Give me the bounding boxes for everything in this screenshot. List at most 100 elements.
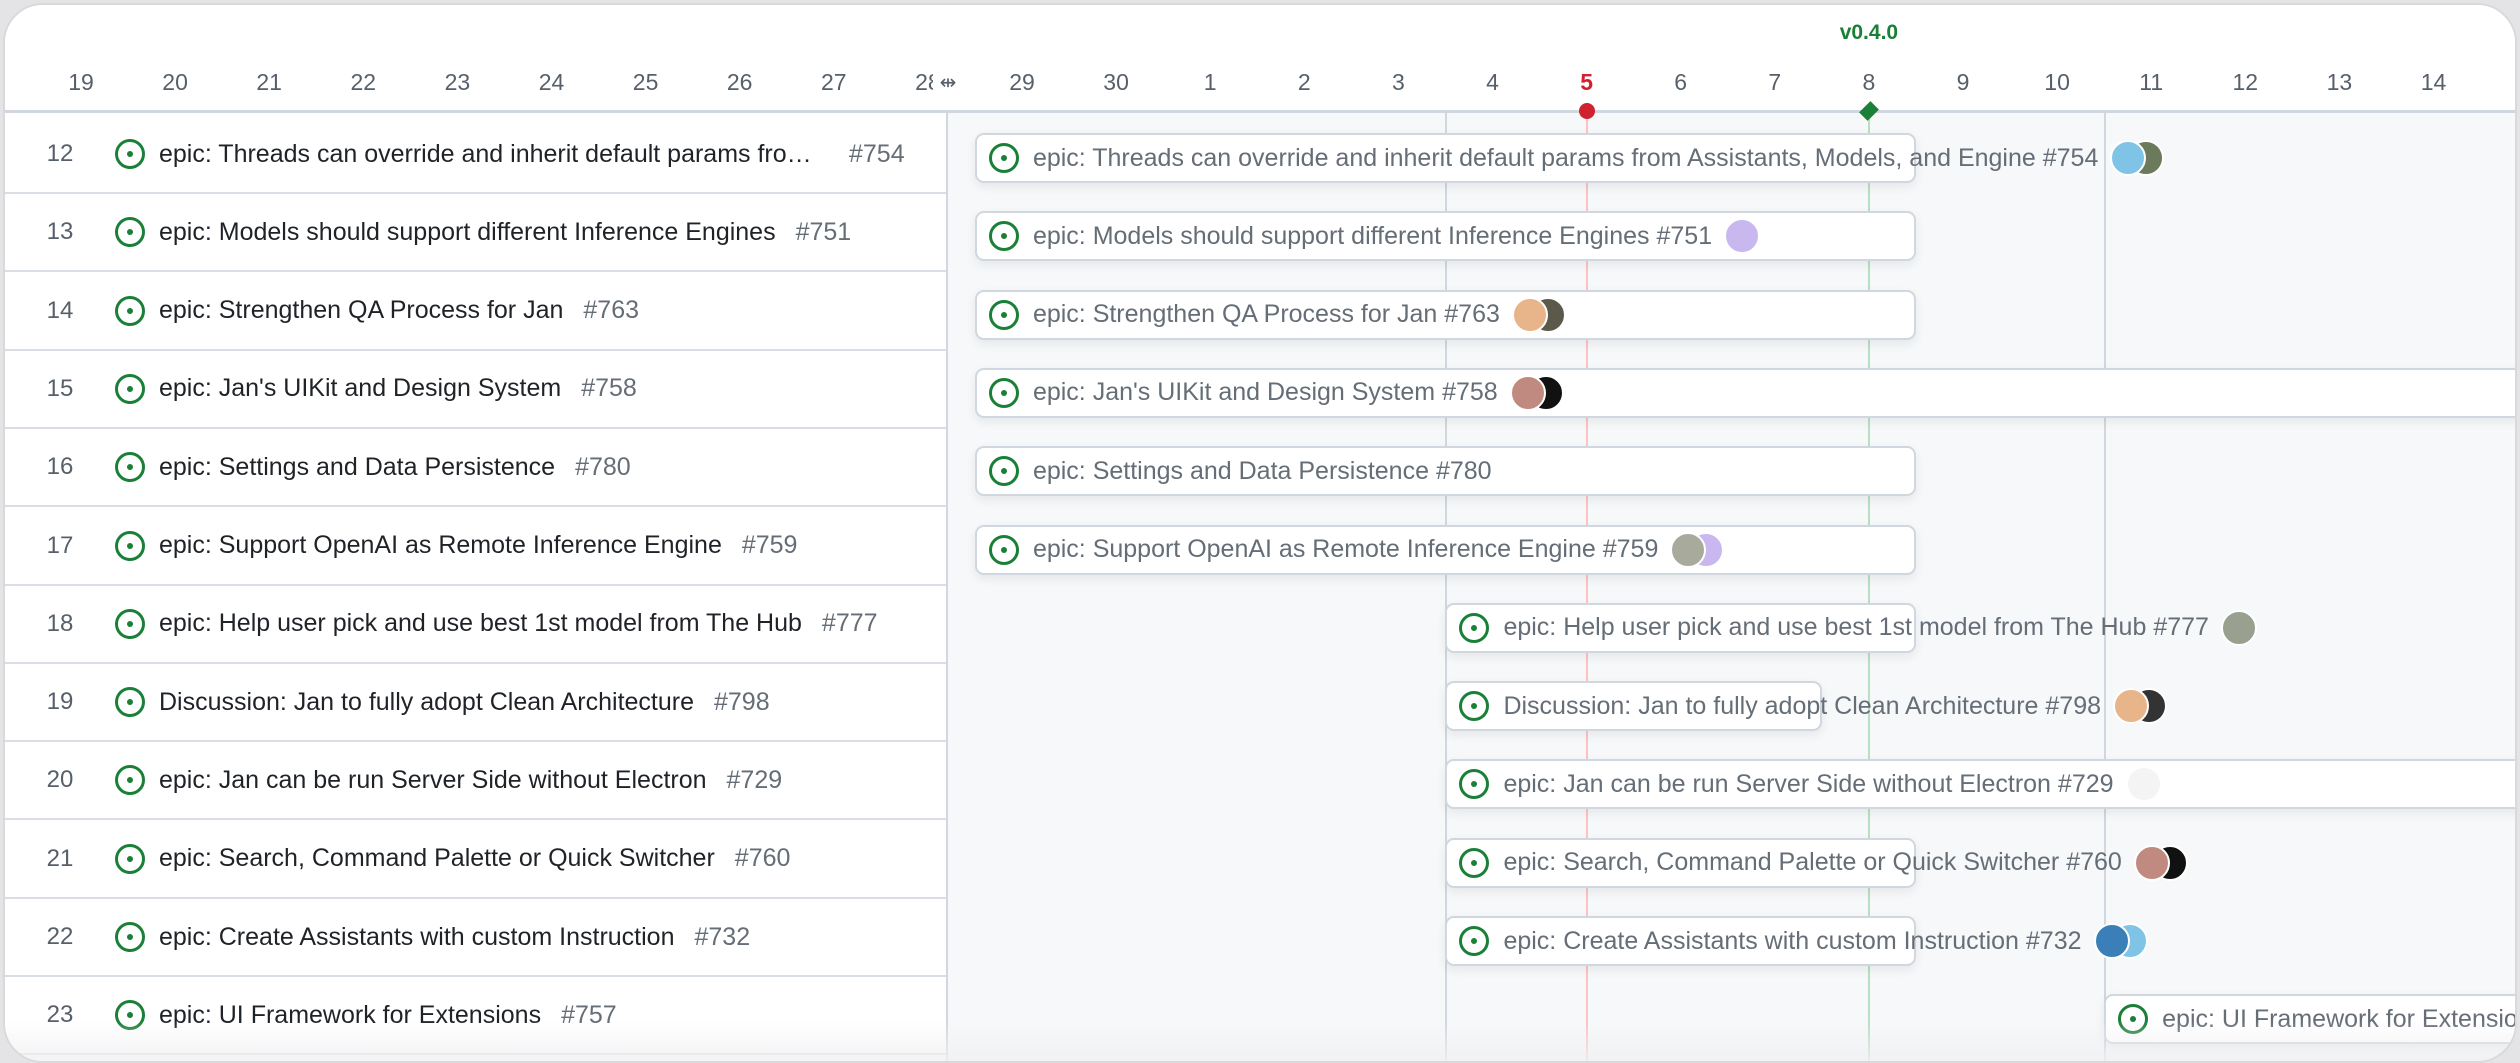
open-issue-icon xyxy=(988,221,1019,252)
issue-number: #760 xyxy=(734,844,791,873)
assignee-avatar[interactable] xyxy=(2093,923,2130,959)
issue-row[interactable]: 13 epic: Models should support different… xyxy=(5,194,946,273)
day-label: 26 xyxy=(726,69,753,95)
bar-label: epic: Threads can override and inherit d… xyxy=(988,135,2165,181)
roadmap-bar[interactable] xyxy=(1445,916,1916,966)
day-label: 15 xyxy=(2498,69,2516,96)
issue-number: #777 xyxy=(821,609,878,638)
assignees xyxy=(1724,218,1761,255)
roadmap-bar[interactable] xyxy=(974,289,1916,340)
open-issue-icon xyxy=(115,139,145,169)
open-issue-icon xyxy=(1459,769,1490,800)
roadmap-bar[interactable] xyxy=(1445,759,2515,810)
day-label: 22 xyxy=(350,69,377,95)
issue-row[interactable]: 16 epic: Settings and Data Persistence #… xyxy=(5,429,946,508)
assignee-avatar[interactable] xyxy=(1509,374,1546,411)
open-issue-icon xyxy=(115,1000,145,1031)
open-issue-icon xyxy=(115,530,145,561)
issue-number: #780 xyxy=(575,452,631,481)
assignees xyxy=(2113,688,2168,725)
bar-label: epic: Models should support different In… xyxy=(988,213,1761,259)
issue-title-link[interactable]: epic: UI Framework for Extensions xyxy=(159,1000,542,1029)
roadmap-bar[interactable] xyxy=(974,367,2515,418)
issue-title-link[interactable]: epic: Create Assistants with custom Inst… xyxy=(159,922,675,951)
row-number: 12 xyxy=(46,140,74,167)
open-issue-icon xyxy=(115,295,145,326)
assignees xyxy=(2133,844,2188,881)
assignee-avatar[interactable] xyxy=(1511,296,1548,333)
issue-number: #798 xyxy=(714,687,770,716)
issue-row[interactable]: 19 Discussion: Jan to fully adopt Clean … xyxy=(5,664,946,743)
assignees xyxy=(1670,531,1725,568)
day-label: 23 xyxy=(444,69,471,95)
open-issue-icon xyxy=(115,452,145,483)
issue-title-link[interactable]: epic: Threads can override and inherit d… xyxy=(159,139,829,168)
row-number: 18 xyxy=(46,609,74,637)
row-number: 17 xyxy=(46,531,74,559)
row-number: 13 xyxy=(46,218,74,246)
today-line xyxy=(1585,113,1588,1061)
roadmap-bar[interactable] xyxy=(974,133,1916,183)
assignee-avatar[interactable] xyxy=(1724,218,1761,255)
week-gridline xyxy=(1445,113,1448,1061)
roadmap-bar[interactable] xyxy=(974,446,1916,497)
issue-title-link[interactable]: epic: Strengthen QA Process for Jan xyxy=(159,296,564,325)
row-number: 20 xyxy=(46,766,74,794)
bar-label: epic: Jan can be run Server Side without… xyxy=(1459,761,2162,807)
assignee-avatar[interactable] xyxy=(2113,688,2150,725)
roadmap-bar[interactable] xyxy=(1445,681,1822,732)
assignees xyxy=(2125,766,2162,803)
open-issue-icon xyxy=(1459,847,1490,878)
assignee-avatar[interactable] xyxy=(2133,844,2170,881)
issue-title-link[interactable]: epic: Jan's UIKit and Design System xyxy=(159,374,562,403)
assignee-avatar[interactable] xyxy=(2110,140,2147,176)
issue-row[interactable]: 17 epic: Support OpenAI as Remote Infere… xyxy=(5,508,946,586)
roadmap-bar[interactable] xyxy=(1445,837,1916,888)
day-label: 19 xyxy=(68,69,94,95)
open-issue-icon xyxy=(115,217,145,248)
day-label: 2 xyxy=(1297,69,1311,95)
issue-row[interactable]: 23 epic: UI Framework for Extensions #75… xyxy=(5,977,946,1056)
issue-row[interactable]: 14 epic: Strengthen QA Process for Jan #… xyxy=(5,273,946,351)
roadmap-bar[interactable] xyxy=(974,524,1916,575)
bar-title: epic: Jan's UIKit and Design System #758 xyxy=(1032,378,1498,407)
row-number: 23 xyxy=(46,1001,74,1029)
assignee-avatar[interactable] xyxy=(2125,766,2162,803)
issue-title-link[interactable]: epic: Support OpenAI as Remote Inference… xyxy=(159,531,722,559)
row-number: 21 xyxy=(46,844,74,872)
week-gridline xyxy=(2104,113,2107,1061)
day-label: 10 xyxy=(2044,69,2070,95)
bar-label: epic: Settings and Data Persistence #780 xyxy=(988,448,1504,494)
bar-label: epic: Search, Command Palette or Quick S… xyxy=(1459,840,2188,886)
row-number: 16 xyxy=(46,453,74,481)
issue-title-link[interactable]: Discussion: Jan to fully adopt Clean Arc… xyxy=(159,687,694,716)
day-label: 7 xyxy=(1768,69,1782,95)
column-resize-handle-icon[interactable]: ⇹ xyxy=(933,69,963,99)
issue-title-link[interactable]: epic: Jan can be run Server Side without… xyxy=(159,765,707,794)
milestone-label[interactable]: v0.4.0 xyxy=(1839,21,1899,44)
assignee-avatar[interactable] xyxy=(1670,531,1707,568)
issue-title-link[interactable]: epic: Models should support different In… xyxy=(159,217,776,246)
open-issue-icon xyxy=(115,608,145,639)
assignee-avatar[interactable] xyxy=(2220,609,2257,646)
issue-number: #763 xyxy=(583,296,640,325)
issue-row[interactable]: 22 epic: Create Assistants with custom I… xyxy=(5,899,946,977)
bar-title: epic: Settings and Data Persistence #780 xyxy=(1032,456,1492,485)
bar-label: epic: Jan's UIKit and Design System #758 xyxy=(988,370,1564,416)
roadmap-bar[interactable] xyxy=(1445,602,1916,653)
issue-row[interactable]: 12 epic: Threads can override and inheri… xyxy=(5,116,946,194)
bar-title: epic: Help user pick and use best 1st mo… xyxy=(1503,613,2209,642)
issue-row[interactable]: 20 epic: Jan can be run Server Side with… xyxy=(5,742,946,821)
day-label: 9 xyxy=(1956,69,1970,95)
assignees xyxy=(1509,374,1564,411)
issue-row[interactable]: 21 epic: Search, Command Palette or Quic… xyxy=(5,821,946,899)
day-label: 27 xyxy=(821,69,847,95)
issue-title-link[interactable]: epic: Search, Command Palette or Quick S… xyxy=(159,844,715,873)
issue-row[interactable]: 15 epic: Jan's UIKit and Design System #… xyxy=(5,351,946,429)
issue-title-link[interactable]: epic: Help user pick and use best 1st mo… xyxy=(159,609,802,638)
issue-row[interactable]: 18 epic: Help user pick and use best 1st… xyxy=(5,586,946,664)
today-marker-icon xyxy=(1578,103,1595,119)
issue-title-link[interactable]: epic: Settings and Data Persistence xyxy=(159,452,556,481)
open-issue-icon xyxy=(1459,612,1490,643)
day-label: 14 xyxy=(2420,69,2447,95)
